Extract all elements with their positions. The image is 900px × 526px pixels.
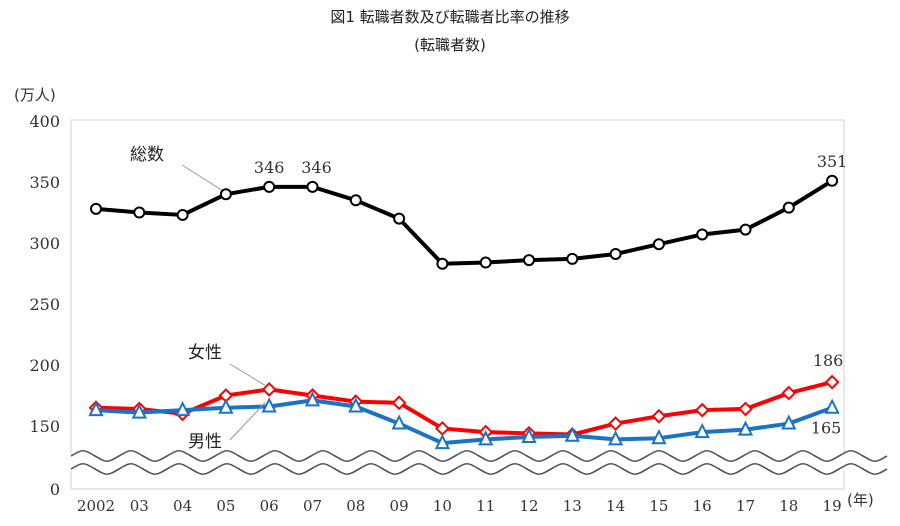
female-point xyxy=(738,401,753,417)
male-point xyxy=(174,400,191,417)
x-tick-label: 16 xyxy=(693,497,712,515)
female-point xyxy=(391,395,407,411)
male-point xyxy=(781,414,797,430)
data-label: 351 xyxy=(817,152,848,171)
total-point xyxy=(782,201,795,214)
total-point xyxy=(696,228,709,241)
male-point xyxy=(434,433,451,450)
callout-leader-line xyxy=(229,402,266,441)
male-point xyxy=(88,400,104,417)
x-tick-label: 06 xyxy=(260,497,279,515)
total-point xyxy=(739,223,752,236)
axis-break-line-lower xyxy=(70,462,888,476)
x-tick-label: 19 xyxy=(823,497,842,515)
callout-leader-line xyxy=(181,164,223,191)
x-tick-label: 12 xyxy=(519,497,538,515)
axis-break-line-upper xyxy=(70,449,888,463)
x-tick-label: 08 xyxy=(346,497,365,515)
total-point xyxy=(219,188,232,201)
male-point xyxy=(348,397,364,413)
y-tick-label: 250 xyxy=(29,295,60,314)
x-tick-label: 14 xyxy=(606,497,625,515)
total-point xyxy=(263,180,276,193)
total-line xyxy=(95,179,834,266)
series-name-label: 女性 xyxy=(188,343,222,363)
chart-subtitle: (転職者数) xyxy=(414,36,486,54)
female-point xyxy=(781,385,797,401)
data-label: 186 xyxy=(813,351,844,370)
total-point xyxy=(523,254,535,267)
total-point xyxy=(306,180,319,193)
x-tick-label: 03 xyxy=(130,497,149,515)
female-point xyxy=(261,381,277,397)
male-point xyxy=(607,430,624,446)
total-point xyxy=(90,202,102,215)
female-point xyxy=(694,402,710,418)
data-label: 346 xyxy=(254,158,285,177)
x-tick-label: 15 xyxy=(649,497,668,515)
male-point xyxy=(651,428,667,445)
male-point xyxy=(391,414,407,430)
male-point xyxy=(131,403,147,419)
male-line xyxy=(95,398,833,446)
x-tick-label: 13 xyxy=(563,497,582,515)
male-point xyxy=(694,422,710,439)
female-point xyxy=(824,374,840,390)
y-tick-label: 200 xyxy=(29,356,60,375)
male-point xyxy=(304,391,321,407)
axis-break-wave xyxy=(60,449,888,476)
total-point xyxy=(133,206,146,219)
x-tick-label: 07 xyxy=(303,497,322,515)
total-point xyxy=(826,174,839,187)
data-label: 165 xyxy=(811,419,842,438)
x-tick-label: 09 xyxy=(390,497,409,515)
x-axis-ticks: 2002 03 04 05 06 07 08 09 10 11 12 13 14 15 16 17 18 19 xyxy=(77,497,842,515)
male-point xyxy=(824,398,840,414)
data-labels: 346 346 351 186 165 xyxy=(254,152,847,438)
total-point xyxy=(176,208,189,221)
x-tick-label: 11 xyxy=(476,497,495,515)
x-tick-label: 17 xyxy=(736,497,755,515)
chart-title: 図1 転職者数及び転職者比率の推移 xyxy=(330,8,570,26)
axis-break-gap xyxy=(60,454,860,471)
total-point xyxy=(393,212,406,225)
female-point xyxy=(608,416,624,431)
x-tick-label: 18 xyxy=(779,497,798,515)
total-point xyxy=(652,238,665,251)
x-tick-label: 2002 xyxy=(77,497,115,515)
y-axis-ticks: 0 150 200 250 300 350 400 xyxy=(29,112,60,499)
y-tick-label: 400 xyxy=(29,112,60,131)
y-axis-unit-label: (万人) xyxy=(14,86,56,104)
x-axis-unit-label: (年) xyxy=(847,491,874,509)
male-point xyxy=(218,398,234,414)
total-point xyxy=(609,247,622,260)
x-tick-label: 10 xyxy=(433,497,452,515)
x-tick-label: 04 xyxy=(173,497,192,515)
male-point xyxy=(564,426,580,442)
male-point xyxy=(478,430,494,446)
plot-area xyxy=(70,119,845,490)
y-tick-label: 0 xyxy=(50,480,60,499)
male-point xyxy=(261,397,277,413)
series-name-label: 総数 xyxy=(130,145,164,165)
series-lines xyxy=(88,174,840,450)
total-point xyxy=(566,252,579,265)
series-name-label: 男性 xyxy=(188,432,222,452)
total-point xyxy=(479,256,492,269)
total-point xyxy=(349,194,362,207)
female-point xyxy=(651,408,667,424)
callout-leader-line xyxy=(229,363,266,386)
female-line xyxy=(95,380,833,437)
data-label: 346 xyxy=(301,158,332,177)
y-tick-label: 300 xyxy=(29,234,60,253)
male-point xyxy=(737,420,754,436)
total-point xyxy=(436,257,449,270)
y-tick-label: 350 xyxy=(29,173,60,192)
y-tick-label: 150 xyxy=(29,417,60,436)
male-point xyxy=(521,427,537,443)
x-tick-label: 05 xyxy=(216,497,235,515)
